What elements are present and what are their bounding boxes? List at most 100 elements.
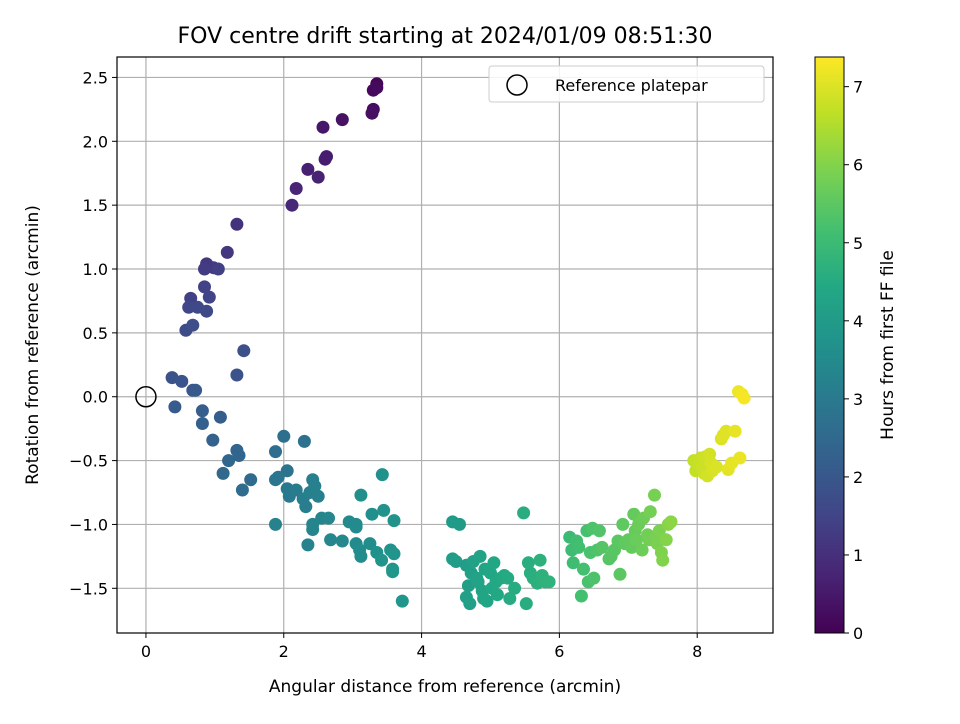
data-point [370,81,384,95]
data-point [316,120,330,134]
data-point [719,424,733,438]
data-point [271,470,285,484]
data-point [387,514,401,528]
data-point [517,506,531,520]
data-point [349,520,363,534]
y-axis-label: Rotation from reference (arcmin) [23,205,43,485]
data-point [521,556,535,570]
data-point [566,556,580,570]
data-point [280,464,294,478]
x-tick-label: 6 [554,642,564,661]
data-point [235,483,249,497]
colorbar-tick-label: 1 [853,546,863,565]
data-point [635,543,649,557]
data-point [733,451,747,465]
x-tick-label: 2 [279,642,289,661]
data-point [643,505,657,519]
data-point [664,515,678,529]
data-point [542,575,556,589]
data-point [168,400,182,414]
y-tick-label: 1.5 [83,196,108,215]
data-point [519,597,533,611]
data-point [189,383,203,397]
data-point [311,170,325,184]
data-point [508,581,522,595]
data-point [230,217,244,231]
data-point [363,537,377,551]
data-point [335,113,349,127]
data-point [232,449,246,462]
data-point [375,468,389,482]
data-point [277,429,291,443]
data-point [301,162,315,176]
data-point [230,368,244,382]
colorbar-label: Hours from first FF file [878,250,898,440]
legend-marker [506,74,528,96]
data-point [375,553,389,567]
data-point [206,433,220,447]
data-point [289,182,303,195]
data-point [324,533,338,547]
data-point [216,466,230,480]
data-point [449,555,463,568]
data-point [237,344,251,358]
data-point [365,507,379,521]
data-point [463,597,477,611]
data-point [648,488,661,502]
data-point [213,410,227,424]
data-point [269,517,282,531]
data-point [211,262,225,276]
data-point [306,523,320,536]
colorbar-ticks: 0 1 2 3 4 5 6 7 [844,78,863,643]
data-point [301,538,315,552]
y-tick-label: 2.5 [83,68,108,87]
legend-label: Reference platepar [555,76,708,95]
data-point [222,454,236,468]
data-point [322,511,335,525]
colorbar-tick-label: 7 [853,78,863,97]
data-point [198,262,211,276]
chart-title: FOV centre drift starting at 2024/01/09 … [178,24,713,49]
data-point [299,500,313,514]
y-axis-ticks: −1.5 −1.0 −0.5 0.0 0.5 1.0 1.5 2.0 2.5 [69,68,117,598]
legend: Reference platepar [488,65,765,103]
plot-frame [116,56,774,634]
reference-platepar-marker [135,385,157,408]
y-tick-label: 2.0 [83,132,108,151]
data-point [182,300,196,314]
data-point [577,562,590,576]
data-point [335,534,349,548]
x-tick-label: 0 [141,642,151,661]
data-point [244,473,258,487]
data-point [587,571,601,585]
x-tick-label: 8 [692,642,702,661]
data-point [387,547,401,561]
data-point [365,106,379,120]
y-tick-label: 0.0 [83,388,108,407]
data-point [303,486,317,499]
data-point [595,540,609,554]
data-point [728,424,742,438]
y-tick-label: −1.5 [69,579,108,598]
legend-box [488,65,765,103]
data-point [574,589,588,603]
y-tick-label: −1.0 [69,515,108,534]
x-tick-label: 4 [416,642,426,661]
data-point [592,524,606,538]
data-point [473,549,487,563]
data-point [652,524,666,538]
data-point [354,549,368,563]
data-point [200,304,214,318]
data-point [630,533,644,547]
y-tick-label: 1.0 [83,260,108,279]
colorbar-tick-label: 2 [853,468,863,487]
data-point [480,594,494,608]
data-point [175,374,189,388]
data-point [659,533,673,547]
x-axis-ticks: 0 2 4 6 8 [141,633,702,661]
x-axis-label: Angular distance from reference (arcmin) [269,677,621,697]
data-point [195,417,209,430]
data-point [377,503,391,517]
colorbar-tick-label: 3 [853,390,863,409]
